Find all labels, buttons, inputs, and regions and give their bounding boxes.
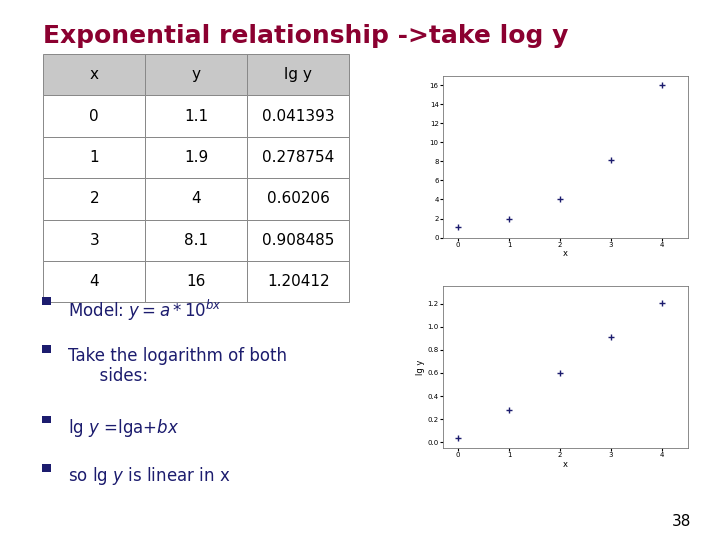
- Text: Take the logarithm of both
      sides:: Take the logarithm of both sides:: [68, 347, 287, 386]
- Point: [452, 223, 464, 232]
- Point: [503, 406, 515, 415]
- Point: [606, 333, 617, 342]
- Text: lg $\mathit{y}$ =lga+$\mathit{bx}$: lg $\mathit{y}$ =lga+$\mathit{bx}$: [68, 417, 180, 439]
- X-axis label: x: x: [563, 460, 567, 469]
- Y-axis label: lg y: lg y: [415, 360, 425, 375]
- X-axis label: x: x: [563, 249, 567, 258]
- Point: [452, 433, 464, 442]
- Text: so lg $\mathit{y}$ is linear in x: so lg $\mathit{y}$ is linear in x: [68, 465, 230, 488]
- Point: [554, 195, 566, 204]
- Text: Model: $\mathit{y}=a*10^{\mathit{bx}}$: Model: $\mathit{y}=a*10^{\mathit{bx}}$: [68, 298, 222, 323]
- Text: 38: 38: [672, 514, 691, 529]
- Point: [606, 156, 617, 165]
- Point: [657, 81, 668, 90]
- Point: [503, 215, 515, 224]
- Point: [657, 299, 668, 307]
- Text: Exponential relationship ->take log y: Exponential relationship ->take log y: [43, 24, 569, 48]
- Point: [554, 368, 566, 377]
